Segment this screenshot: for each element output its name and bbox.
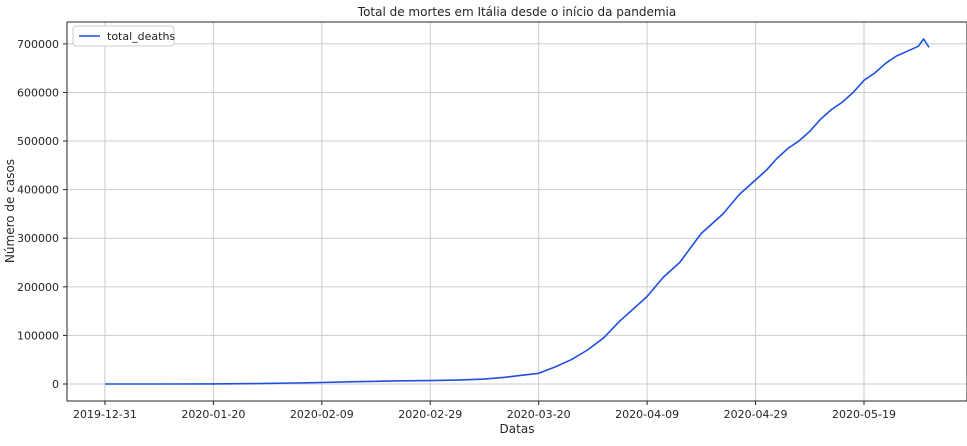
- x-tick-label: 2020-02-09: [290, 408, 354, 421]
- y-tick-label: 700000: [17, 38, 59, 51]
- series-line-total-deaths: [105, 38, 930, 385]
- y-tick-label: 0: [52, 378, 59, 391]
- legend-label: total_deaths: [107, 30, 175, 43]
- x-tick-label: 2020-03-20: [507, 408, 571, 421]
- y-tick-label: 500000: [17, 135, 59, 148]
- x-axis-ticks: 2019-12-31 2020-01-20 2020-02-09 2020-02-29…: [73, 401, 896, 421]
- x-axis-label: Datas: [500, 422, 535, 436]
- x-tick-label: 2020-02-29: [398, 408, 462, 421]
- legend: total_deaths: [72, 25, 175, 47]
- chart-title: Total de mortes em Itália desde o início…: [357, 5, 676, 19]
- y-tick-label: 200000: [17, 281, 59, 294]
- legend-box: [72, 25, 175, 47]
- y-tick-label: 400000: [17, 184, 59, 197]
- x-tick-label: 2020-04-29: [724, 408, 788, 421]
- y-tick-label: 300000: [17, 232, 59, 245]
- x-tick-label: 2020-01-20: [181, 408, 245, 421]
- x-tick-label: 2020-04-09: [615, 408, 679, 421]
- grid-lines: [67, 22, 967, 401]
- y-tick-label: 100000: [17, 329, 59, 342]
- plot-frame: [66, 21, 967, 402]
- x-tick-label: 2020-05-19: [832, 408, 896, 421]
- y-tick-label: 600000: [17, 86, 59, 99]
- y-axis-label: Número de casos: [3, 159, 17, 263]
- series-layer: [105, 38, 930, 385]
- x-tick-label: 2019-12-31: [73, 408, 137, 421]
- y-axis-ticks: 0 100000 200000 300000 400000 500000 600000 700…: [17, 38, 67, 391]
